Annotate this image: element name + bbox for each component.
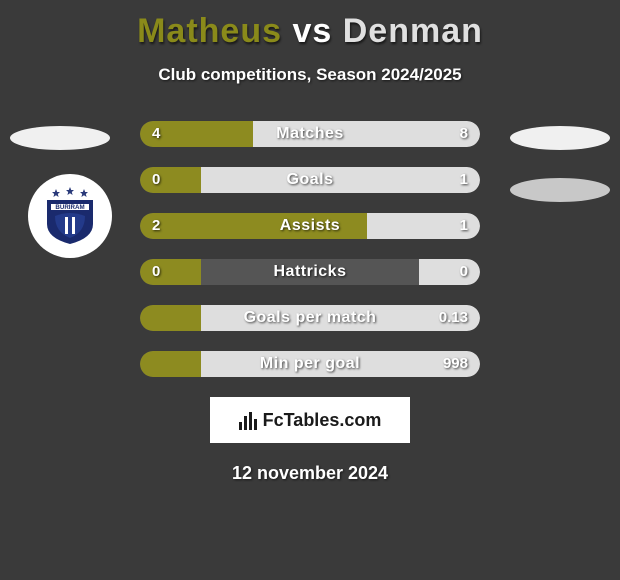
stat-value-b: 0.13	[439, 305, 468, 331]
stat-value-a: 0	[152, 259, 160, 285]
stat-label: Min per goal	[140, 351, 480, 377]
shield-stars-icon	[52, 187, 88, 197]
stat-label: Hattricks	[140, 259, 480, 285]
player-a-flag-ellipse	[10, 126, 110, 150]
stat-value-b: 0	[460, 259, 468, 285]
bars-icon	[239, 410, 257, 430]
player-b-flag-ellipse	[510, 126, 610, 150]
stats-bars: Matches48Goals01Assists21Hattricks00Goal…	[140, 121, 480, 377]
stat-label: Goals	[140, 167, 480, 193]
player-a-club-badge: BURIRAM	[28, 174, 112, 258]
stat-value-b: 1	[460, 167, 468, 193]
date-text: 12 november 2024	[0, 463, 620, 484]
stat-value-b: 8	[460, 121, 468, 147]
stat-row: Hattricks0 0	[140, 259, 480, 285]
stat-value-b: 1	[460, 213, 468, 239]
stat-label: Goals per match	[140, 305, 480, 331]
subtitle: Club competitions, Season 2024/2025	[0, 65, 620, 85]
stat-row: Min per goal998	[140, 351, 480, 377]
stat-value-a: 0	[152, 167, 160, 193]
brand-box: FcTables.com	[210, 397, 410, 443]
stat-row: Goals per match0.13	[140, 305, 480, 331]
stat-value-a: 2	[152, 213, 160, 239]
player-a-name: Matheus	[137, 12, 282, 50]
page-title: Matheus vs Denman	[0, 0, 620, 51]
stat-row: Goals0 1	[140, 167, 480, 193]
stat-value-b: 998	[443, 351, 468, 377]
stat-row: Matches4 8	[140, 121, 480, 147]
stat-label: Matches	[140, 121, 480, 147]
club-badge-text: BURIRAM	[55, 204, 84, 211]
stat-row: Assists2 1	[140, 213, 480, 239]
brand-text: FcTables.com	[263, 410, 382, 431]
shield-icon: BURIRAM	[43, 186, 97, 246]
vs-text: vs	[292, 12, 332, 50]
stat-label: Assists	[140, 213, 480, 239]
player-b-club-ellipse	[510, 178, 610, 202]
stat-value-a: 4	[152, 121, 160, 147]
player-b-name: Denman	[343, 12, 483, 50]
